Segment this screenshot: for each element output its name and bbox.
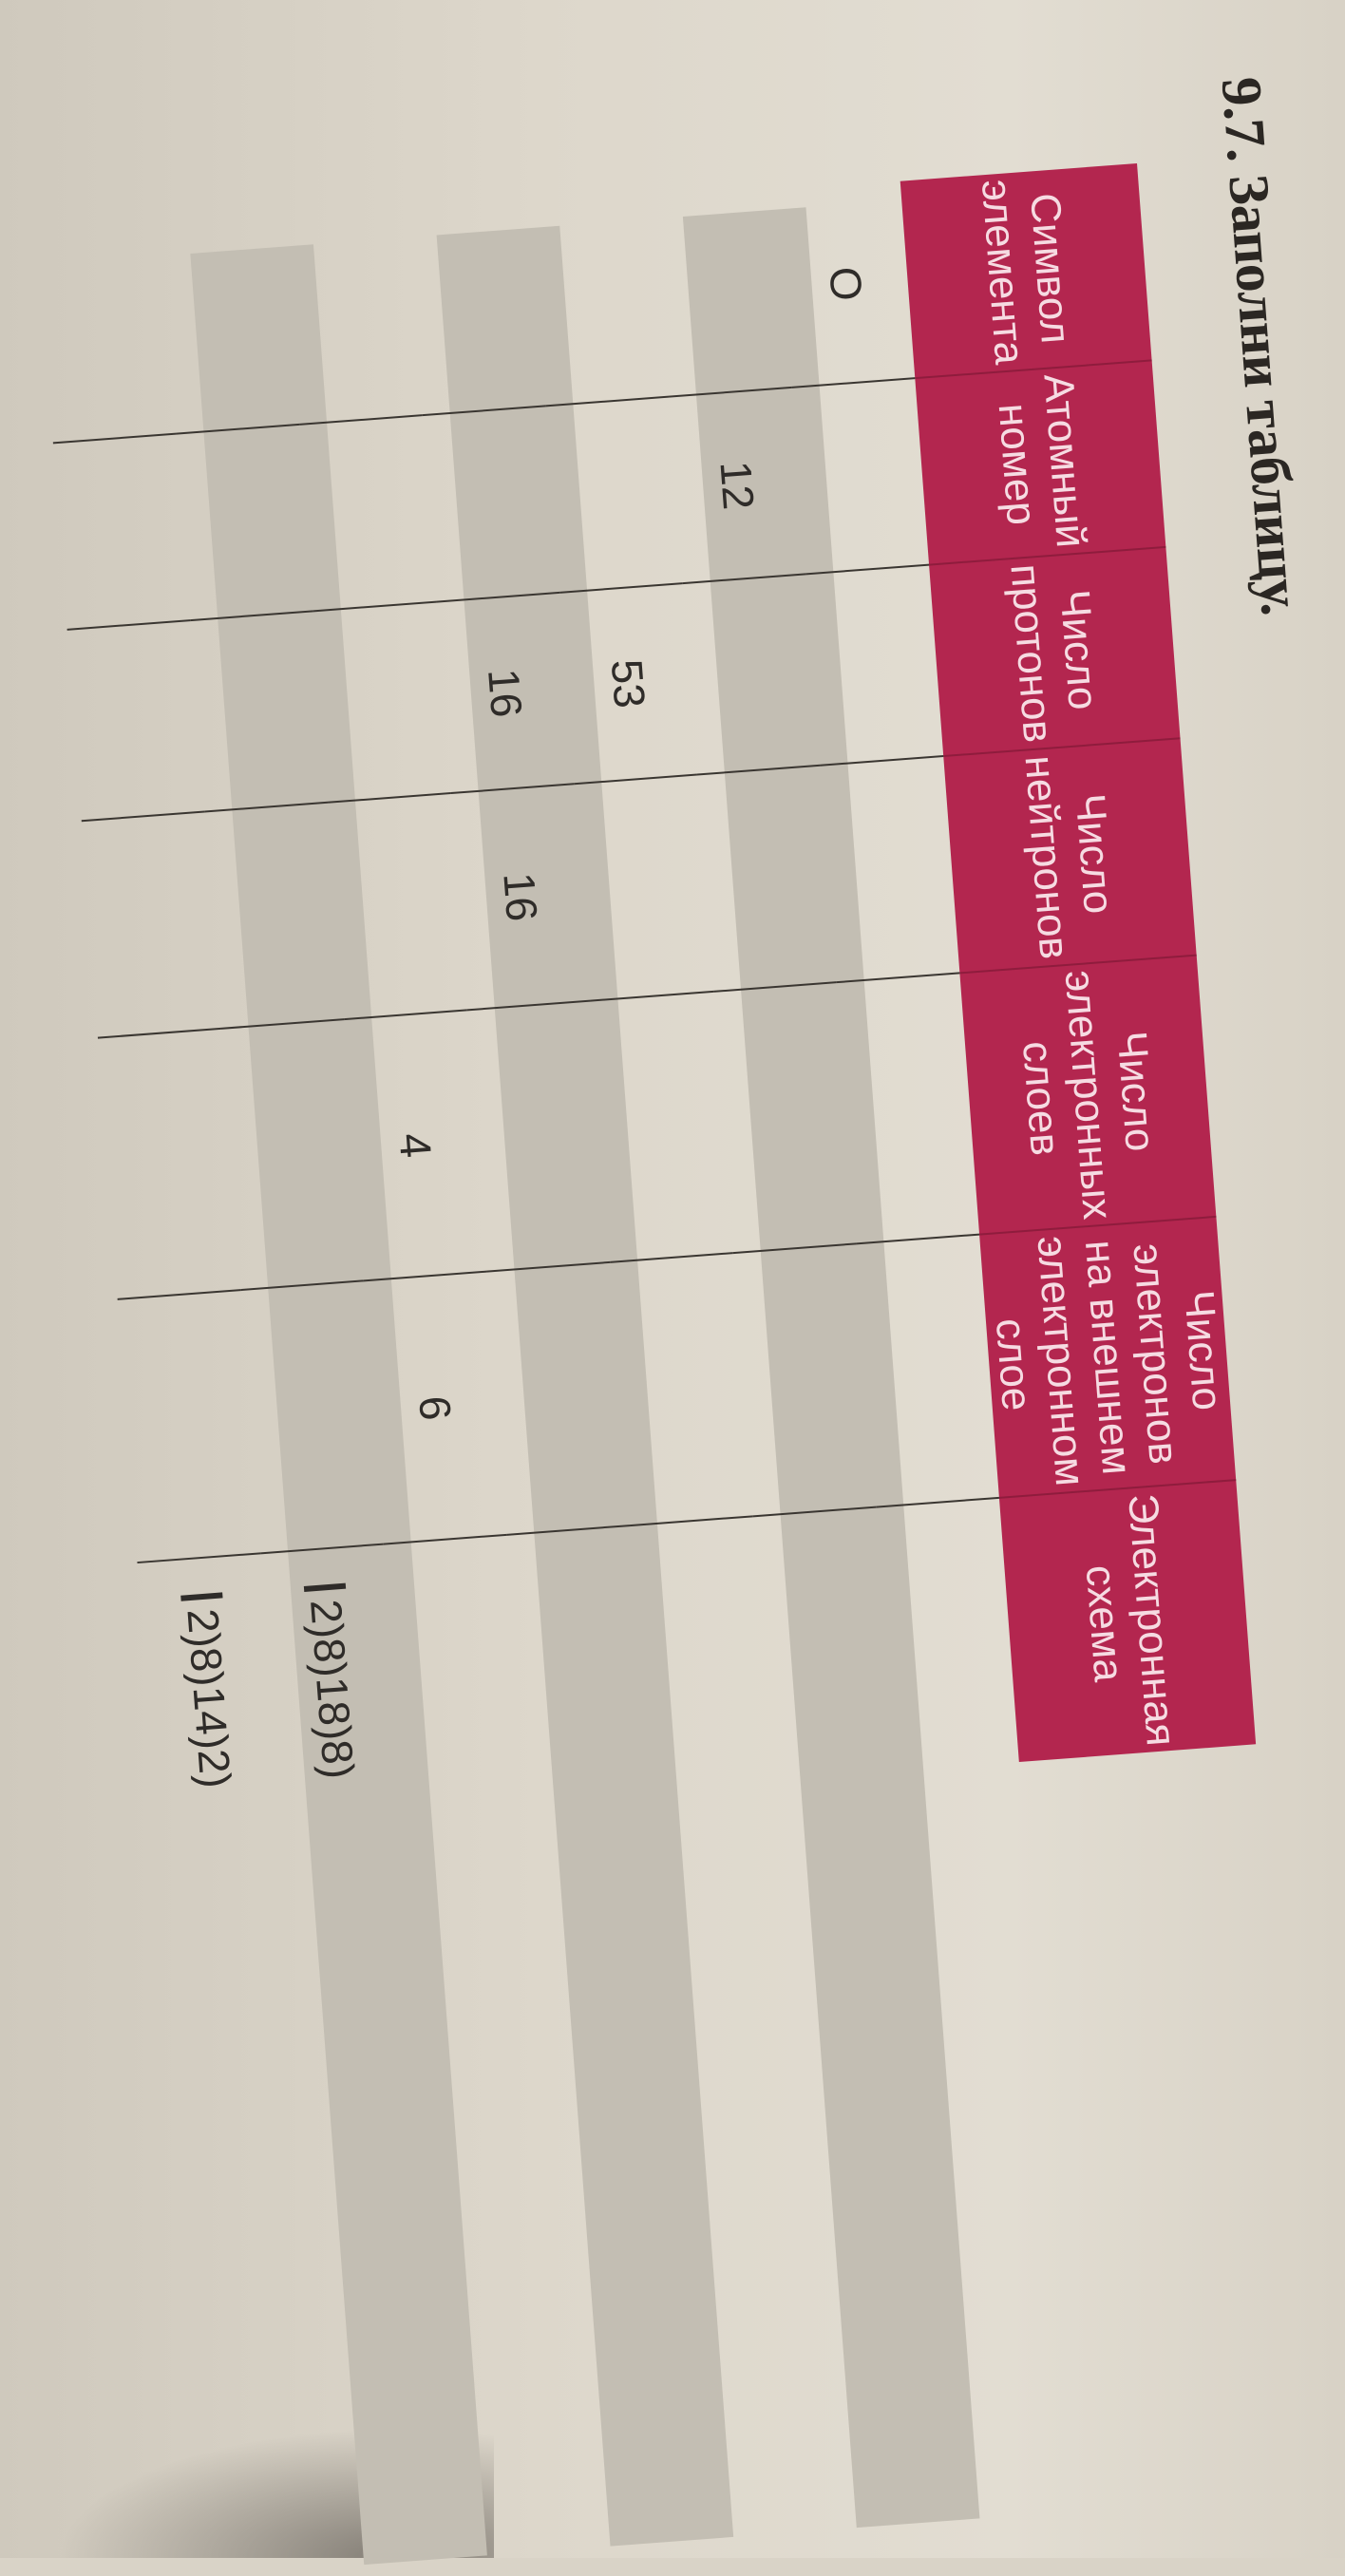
cell-symbol[interactable] — [654, 190, 791, 396]
cell-outer-electrons[interactable] — [856, 1235, 999, 1507]
cell-value: O — [820, 264, 872, 303]
cell-electron-layers[interactable] — [220, 1018, 364, 1291]
cell-outer-electrons[interactable] — [610, 1253, 753, 1526]
cell-electron-scheme[interactable]: 2)8)14)2) — [137, 1553, 281, 1828]
cell-atomic-number[interactable] — [176, 424, 313, 621]
cell-symbol[interactable] — [285, 218, 423, 425]
nucleus-bar-icon — [303, 1582, 347, 1592]
cell-neutrons[interactable] — [574, 774, 714, 1001]
cell-electron-layers[interactable]: 4 — [344, 1010, 487, 1281]
cell-neutrons[interactable] — [328, 793, 467, 1019]
header-outer-electrons: Число электронов на внешнем электронном … — [979, 1217, 1237, 1499]
nucleus-bar-icon — [180, 1592, 223, 1601]
cell-protons[interactable] — [805, 564, 944, 766]
cell-electron-scheme[interactable] — [506, 1525, 650, 1800]
header-electron-scheme: Электронная схема — [998, 1480, 1257, 1763]
cell-neutrons[interactable] — [81, 811, 221, 1038]
cell-value: 2)8)18)8) — [301, 1597, 365, 1781]
cell-outer-electrons[interactable] — [240, 1280, 384, 1554]
cell-value: 16 — [494, 870, 547, 923]
cell-neutrons[interactable] — [696, 765, 837, 992]
cell-protons[interactable]: 16 — [436, 592, 575, 794]
cell-electron-layers[interactable] — [97, 1028, 241, 1300]
cell-electron-layers[interactable] — [466, 1000, 611, 1273]
cell-atomic-number[interactable] — [299, 414, 437, 612]
cell-outer-electrons[interactable] — [732, 1243, 877, 1517]
cell-value: 16 — [479, 667, 532, 719]
cell-electron-layers[interactable] — [836, 973, 980, 1244]
cell-protons[interactable] — [190, 611, 329, 812]
cell-electron-scheme[interactable] — [752, 1506, 897, 1781]
cell-electron-scheme[interactable] — [630, 1516, 773, 1790]
cell-value: 4 — [389, 1131, 442, 1160]
header-neutrons: Число нейтронов — [943, 738, 1197, 974]
cell-neutrons[interactable]: 16 — [450, 784, 591, 1011]
cell-protons[interactable] — [66, 620, 205, 822]
header-protons: Число протонов — [929, 546, 1181, 757]
cell-value: 53 — [601, 657, 655, 710]
cell-symbol[interactable]: O — [777, 181, 915, 388]
cell-electron-scheme[interactable]: 2)8)18)8) — [260, 1544, 404, 1818]
cell-outer-electrons[interactable]: 6 — [363, 1272, 507, 1544]
cell-protons[interactable] — [313, 601, 451, 803]
cell-atomic-number[interactable] — [52, 433, 191, 630]
cell-protons[interactable] — [682, 574, 821, 775]
exercise-title: 9.7. Заполни таблицу. — [1209, 75, 1313, 617]
cell-atomic-number[interactable] — [791, 377, 930, 575]
cell-outer-electrons[interactable] — [117, 1290, 261, 1563]
cell-value: 2)8)14)2) — [178, 1606, 241, 1790]
cell-electron-layers[interactable] — [590, 991, 733, 1263]
fill-in-table: Символ элемента Атомный номер Число протон… — [38, 163, 1257, 1828]
cell-protons[interactable]: 53 — [559, 583, 697, 785]
cell-atomic-number[interactable] — [545, 396, 683, 593]
header-symbol: Символ элемента — [900, 163, 1152, 378]
header-electron-layers: Число электронных слоев — [959, 955, 1217, 1236]
cell-electron-scheme[interactable] — [876, 1498, 1019, 1772]
cell-neutrons[interactable] — [820, 756, 960, 982]
cell-neutrons[interactable] — [204, 802, 345, 1029]
cell-value: 12 — [710, 459, 765, 512]
cell-symbol[interactable] — [531, 199, 669, 406]
cell-atomic-number[interactable]: 12 — [669, 387, 806, 584]
cell-symbol[interactable] — [161, 227, 299, 433]
cell-value: 6 — [409, 1393, 462, 1423]
cell-atomic-number[interactable] — [422, 406, 560, 602]
cell-symbol[interactable] — [407, 209, 545, 415]
cell-outer-electrons[interactable] — [486, 1262, 631, 1536]
cell-symbol[interactable] — [38, 237, 176, 443]
header-atomic-number: Атомный номер — [915, 360, 1166, 565]
cell-electron-scheme[interactable] — [383, 1535, 527, 1809]
cell-electron-layers[interactable] — [713, 981, 857, 1254]
